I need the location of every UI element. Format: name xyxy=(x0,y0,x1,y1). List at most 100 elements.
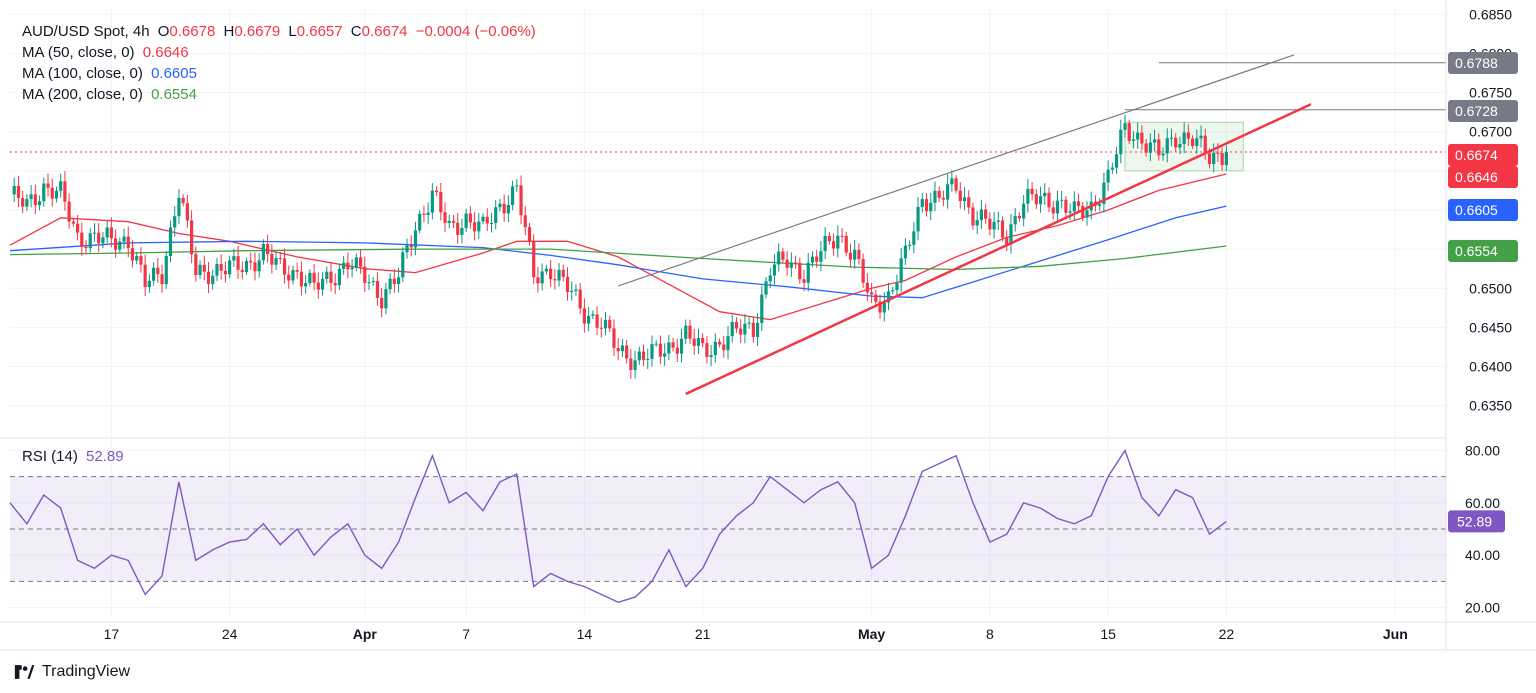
candle-body xyxy=(1169,137,1174,139)
candle-body xyxy=(16,185,21,198)
ma200-value: 0.6554 xyxy=(151,86,197,103)
symbol-legend[interactable]: AUD/USD Spot, 4h O0.6678 H0.6679 L0.6657… xyxy=(22,22,540,42)
candle-body xyxy=(1224,152,1228,166)
candle-body xyxy=(536,277,540,284)
candle-body xyxy=(650,343,654,359)
candle-body xyxy=(958,190,962,202)
candle-body xyxy=(975,220,979,226)
candle-body xyxy=(1131,139,1136,141)
candle-body xyxy=(785,259,789,268)
candle-body xyxy=(633,360,637,370)
candle-body xyxy=(244,260,249,273)
candle-body xyxy=(329,271,333,284)
candle-body xyxy=(781,251,785,260)
candle-body xyxy=(460,228,464,235)
candle-body xyxy=(249,260,253,263)
candle-body xyxy=(671,342,675,348)
candle-body xyxy=(1114,154,1119,168)
candle-body xyxy=(422,213,426,215)
candle-body xyxy=(844,235,848,253)
candle-body xyxy=(895,282,899,291)
candle-body xyxy=(1186,132,1190,139)
candle-body xyxy=(1195,138,1199,146)
price-tick-label: 0.6500 xyxy=(1469,280,1512,296)
candle-body xyxy=(88,233,92,249)
candle-body xyxy=(929,202,933,212)
price-tick-label: 0.6350 xyxy=(1469,398,1512,414)
candle-body xyxy=(637,351,641,361)
candle-body xyxy=(739,328,743,335)
candle-body xyxy=(392,278,396,285)
candle-body xyxy=(1144,143,1148,153)
ma50-legend[interactable]: MA (50, close, 0) 0.6646 xyxy=(22,43,193,63)
candle-body xyxy=(320,278,325,290)
candle-body xyxy=(827,235,831,242)
candle-body xyxy=(1119,129,1123,155)
candle-body xyxy=(629,358,633,370)
candle-body xyxy=(608,319,612,329)
candle-body xyxy=(109,227,113,239)
candle-body xyxy=(168,227,173,257)
candle-body xyxy=(696,337,701,346)
candle-body xyxy=(578,289,582,309)
candle-body xyxy=(874,294,878,302)
rsi-scale-badge-label: 52.89 xyxy=(1457,513,1492,529)
candle-body xyxy=(946,184,950,200)
candle-body xyxy=(1161,153,1165,156)
candle-body xyxy=(337,268,342,286)
ma100-legend[interactable]: MA (100, close, 0) 0.6605 xyxy=(22,64,201,84)
time-tick-label: 15 xyxy=(1100,626,1116,642)
support-trendline xyxy=(685,103,1312,396)
candle-body xyxy=(603,319,608,329)
candle-body xyxy=(823,235,827,252)
candle-body xyxy=(519,185,523,216)
candle-body xyxy=(933,190,937,203)
rsi-legend[interactable]: RSI (14) 52.89 xyxy=(22,447,128,467)
candle-body xyxy=(988,218,992,230)
candle-body xyxy=(236,256,240,270)
candle-body xyxy=(92,232,97,234)
candle-body xyxy=(1199,135,1203,139)
candle-body xyxy=(684,325,688,339)
candle-body xyxy=(413,230,418,248)
candle-body xyxy=(152,267,156,281)
candle-body xyxy=(67,201,71,222)
candle-body xyxy=(122,236,126,242)
candle-body xyxy=(544,268,548,272)
candle-body xyxy=(143,264,147,288)
price-tick-label: 0.6750 xyxy=(1469,85,1512,101)
time-tick-label: 17 xyxy=(104,626,120,642)
trendlines[interactable] xyxy=(617,54,1312,396)
open-value: 0.6678 xyxy=(169,23,216,40)
candle-body xyxy=(802,279,806,283)
candle-body xyxy=(481,216,485,222)
candle-body xyxy=(1030,188,1034,195)
ma200-label: MA (200, close, 0) xyxy=(22,86,143,103)
candle-body xyxy=(764,281,768,295)
candle-body xyxy=(620,345,625,352)
candle-body xyxy=(358,257,363,267)
time-tick-label: 22 xyxy=(1219,626,1235,642)
candle-body xyxy=(426,212,430,215)
candle-body xyxy=(806,262,810,283)
candle-body xyxy=(1174,137,1178,148)
candle-body xyxy=(477,221,481,232)
candle-body xyxy=(540,271,544,284)
candle-body xyxy=(253,262,257,272)
candle-body xyxy=(164,256,168,285)
candle-body xyxy=(223,270,227,275)
candle-body xyxy=(135,256,139,261)
tradingview-logo[interactable]: TradingView xyxy=(12,660,130,684)
time-tick-label: 14 xyxy=(577,626,593,642)
candle-body xyxy=(675,347,679,354)
candle-body xyxy=(494,207,498,223)
candle-body xyxy=(1000,220,1005,238)
candle-body xyxy=(1072,201,1076,212)
candle-body xyxy=(46,183,50,188)
candle-body xyxy=(819,251,823,262)
candle-body xyxy=(1055,200,1060,214)
ma200-legend[interactable]: MA (200, close, 0) 0.6554 xyxy=(22,85,201,105)
ma-line-0 xyxy=(9,173,1227,321)
candle-body xyxy=(574,289,578,291)
